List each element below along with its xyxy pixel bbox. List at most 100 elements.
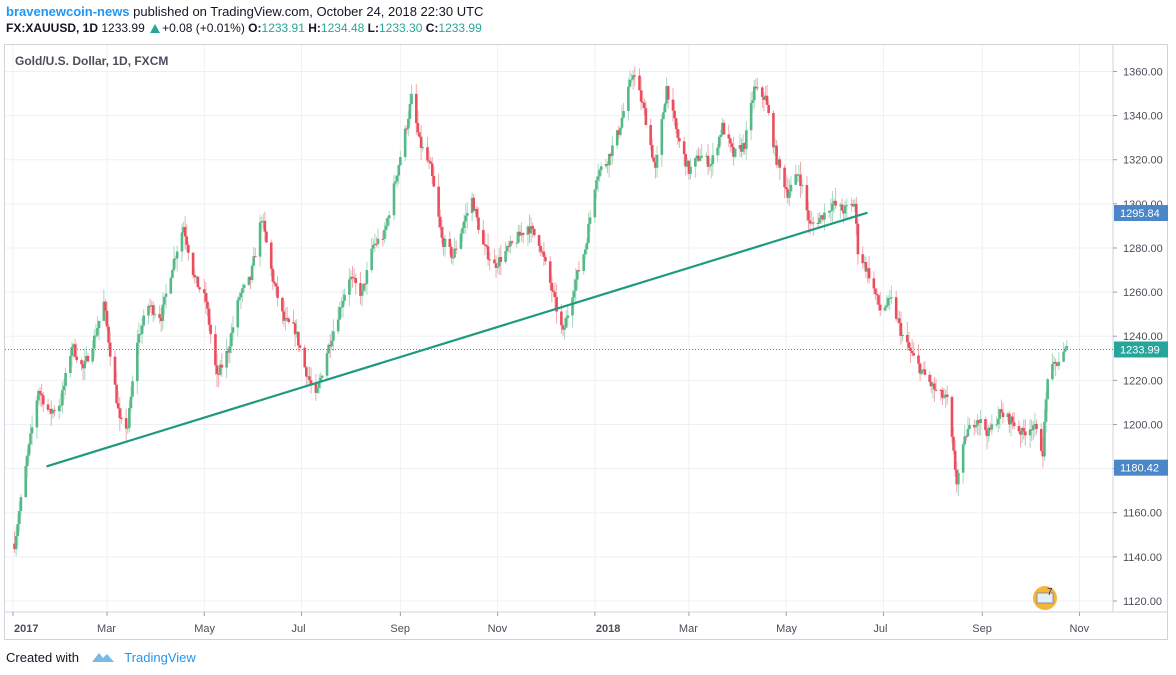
open-label: O: — [248, 21, 262, 35]
candle-body — [316, 388, 319, 393]
candle-body — [888, 297, 892, 299]
candle-body — [85, 355, 88, 361]
candle-body — [410, 93, 413, 104]
candle-body — [743, 143, 747, 149]
candle-body — [571, 297, 574, 316]
candle-body — [665, 86, 668, 104]
candle-body — [931, 383, 935, 387]
trendline[interactable] — [46, 211, 868, 468]
candle-body — [163, 296, 166, 305]
candle-body — [1033, 423, 1037, 426]
candle-body — [874, 288, 877, 294]
candle-body — [475, 208, 479, 218]
candle-body — [950, 396, 954, 437]
candle-body — [325, 353, 329, 376]
low-value: 1233.30 — [378, 21, 423, 35]
candle-body — [18, 510, 21, 524]
candle-body — [834, 200, 837, 206]
candle-body — [249, 276, 252, 280]
candle-body — [912, 353, 916, 356]
candle-body — [483, 244, 487, 246]
candle-body — [773, 145, 777, 148]
candle-body — [560, 311, 563, 326]
candle-body — [717, 136, 721, 148]
tradingview-link[interactable]: TradingView — [124, 650, 196, 665]
candle-body — [169, 277, 173, 294]
candle-body — [532, 228, 536, 236]
candle-body — [241, 287, 244, 294]
candle-body — [831, 203, 834, 211]
candle-body — [383, 229, 386, 240]
candle-body — [118, 408, 122, 419]
candle-body — [418, 132, 421, 137]
candle-body — [348, 279, 351, 295]
candle-body — [427, 160, 431, 162]
candle-body — [30, 427, 34, 434]
candle-body — [419, 136, 423, 148]
candle-body — [628, 79, 632, 87]
candle-body — [499, 256, 503, 262]
candle-body — [497, 256, 501, 267]
candle-body — [1019, 431, 1022, 435]
candle-body — [596, 176, 600, 181]
candle-body — [671, 99, 675, 111]
candle-body — [577, 270, 581, 272]
candle-body — [555, 297, 558, 312]
candle-body — [448, 238, 452, 247]
candle-body — [576, 270, 579, 280]
author-link[interactable]: bravenewcoin-news — [6, 4, 130, 19]
candle-body — [140, 325, 144, 334]
candle-body — [258, 222, 262, 257]
candle-body — [407, 118, 410, 129]
candle-body — [72, 344, 75, 347]
candle-body — [662, 112, 665, 120]
candle-body — [652, 157, 656, 162]
time-axis[interactable]: 2017 Mar May Jul Sep Nov 2018 Mar May Jul Sep Nov — [12, 612, 1090, 635]
candle-body — [518, 231, 522, 236]
candle-body — [598, 170, 601, 177]
candle-body — [987, 427, 990, 437]
candle-body — [252, 256, 256, 266]
candle-body — [974, 425, 978, 428]
candle-body — [864, 262, 868, 272]
candle-body — [1057, 361, 1061, 366]
candle-body — [816, 222, 820, 224]
candle-body — [796, 174, 799, 176]
candle-body — [752, 86, 756, 101]
candle-body — [338, 307, 342, 320]
candle-body — [83, 360, 87, 369]
candle-body — [459, 233, 463, 249]
candle-body — [202, 289, 206, 294]
candle-body — [352, 277, 356, 279]
candle-body — [883, 307, 887, 311]
event-badge[interactable]: 7 — [1033, 586, 1057, 610]
candle-body — [609, 153, 613, 157]
price-axis[interactable]: 1120.001140.001160.001180.001200.001220.… — [1113, 66, 1163, 608]
candle-body — [187, 244, 190, 253]
candle-body — [62, 385, 66, 391]
candle-body — [53, 410, 56, 412]
candle-body — [49, 408, 53, 414]
candle-body — [206, 301, 209, 309]
candle-body — [528, 226, 531, 234]
candle-body — [150, 305, 153, 307]
candle-body — [655, 154, 659, 168]
candle-body — [375, 243, 378, 245]
candle-body — [800, 185, 804, 187]
candle-body — [722, 122, 726, 135]
candle-body — [695, 155, 699, 159]
candle-body — [574, 279, 578, 291]
candle-body — [973, 424, 976, 428]
candle-body — [531, 226, 534, 229]
low-label: L: — [367, 21, 379, 35]
candle-body — [686, 160, 689, 167]
candle-body — [921, 369, 925, 371]
candle-body — [1006, 413, 1010, 418]
candle-body — [760, 87, 764, 97]
candle-body — [540, 251, 544, 253]
candle-body — [585, 242, 589, 250]
change-value: +0.08 (+0.01%) — [162, 21, 245, 35]
candle-body — [284, 317, 287, 321]
candle-body — [1009, 416, 1013, 425]
